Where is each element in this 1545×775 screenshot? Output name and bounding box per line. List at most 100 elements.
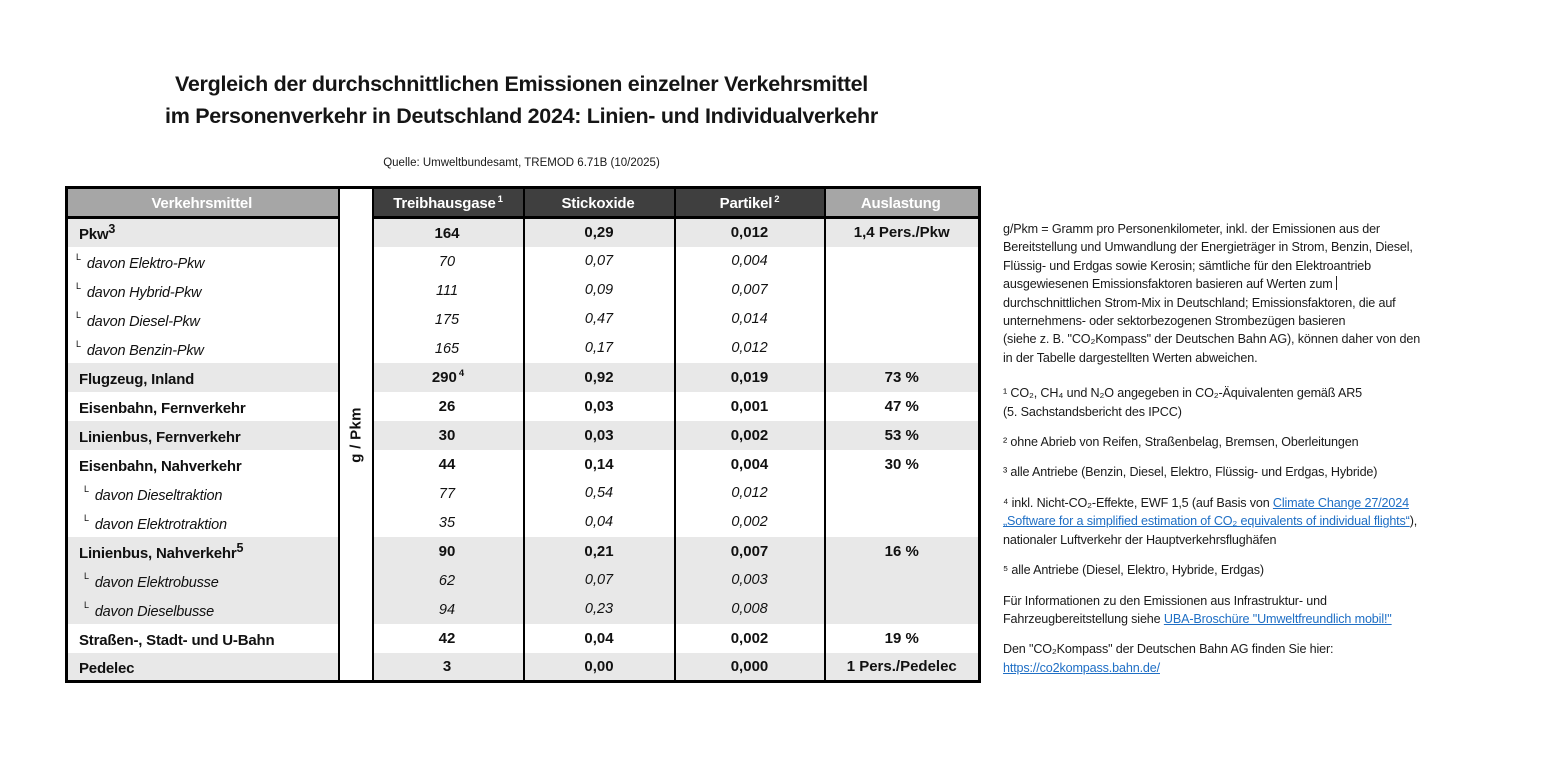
pm-cell: 0,014 (673, 304, 826, 334)
transport-label-cell: Linienbus, Fernverkehr (65, 420, 340, 450)
load-cell: 47 % (823, 391, 981, 421)
sub-item-marker: L (84, 513, 89, 524)
sub-item-marker: L (84, 571, 89, 582)
load-cell (823, 478, 981, 508)
emissions-table: Verkehrsmittel g / Pkm Treibhausgase 1 St… (65, 186, 981, 683)
pm-cell: 0,004 (673, 449, 826, 479)
transport-label-cell: Pedelec (65, 652, 340, 682)
co2kompass-info-link[interactable]: https://co2kompass.bahn.de/ (1003, 660, 1160, 675)
unit-label: g / Pkm (347, 406, 364, 463)
nox-cell: 0,04 (522, 623, 676, 653)
table-row-linienbus-fernverkehr: Linienbus, Fernverkehr 30 0,03 0,002 53 … (65, 420, 981, 450)
co2kompass-info-text: Den "CO₂Kompass" der Deutschen Bahn AG f… (1003, 642, 1334, 657)
pm-cell: 0,002 (673, 507, 826, 537)
nox-cell: 0,14 (522, 449, 676, 479)
nox-cell: 0,29 (522, 217, 676, 247)
footnote-1-text: ¹ CO₂, CH₄ und N₂O angegeben in CO₂-Äqui… (1003, 386, 1363, 419)
load-cell: 53 % (823, 420, 981, 450)
footnote-3: ³ alle Antriebe (Benzin, Diesel, Elektro… (1003, 463, 1523, 481)
pm-cell: 0,002 (673, 623, 826, 653)
nox-cell: 0,54 (522, 478, 676, 508)
nox-cell: 0,04 (522, 507, 676, 537)
source-line: Quelle: Umweltbundesamt, TREMOD 6.71B (1… (383, 157, 660, 169)
pm-cell: 0,012 (673, 217, 826, 247)
ghg-cell: 164 (371, 217, 525, 247)
infrastructure-info-text: Für Informationen zu den Emissionen aus … (1003, 593, 1327, 626)
ghg-cell: 26 (371, 391, 525, 421)
transport-label-cell: Pkw3 (65, 217, 340, 247)
table-row-eisenbahn-nahverkehr: Eisenbahn, Nahverkehr 44 0,14 0,004 30 % (65, 449, 981, 479)
ghg-cell: 3 (371, 652, 525, 682)
nox-cell: 0,09 (522, 275, 676, 305)
load-cell (823, 507, 981, 537)
table-row-linienbus-nahverkehr: Linienbus, Nahverkehr5 90 0,21 0,007 16 … (65, 536, 981, 566)
load-cell (823, 333, 981, 363)
pm-cell: 0,007 (673, 275, 826, 305)
ghg-cell: 70 (371, 246, 525, 276)
sub-item-marker: L (84, 600, 89, 611)
nox-cell: 0,00 (522, 652, 676, 682)
col-header-verkehrsmittel: Verkehrsmittel (65, 187, 340, 219)
pm-cell: 0,000 (673, 652, 826, 682)
nox-cell: 0,03 (522, 391, 676, 421)
pm-cell: 0,012 (673, 333, 826, 363)
nox-cell: 0,03 (522, 420, 676, 450)
ghg-cell: 290 4 (371, 362, 525, 392)
ghg-cell: 44 (371, 449, 525, 479)
table-row-pedelec: Pedelec 3 0,00 0,000 1 Pers./Pedelec (65, 652, 981, 682)
ghg-cell: 62 (371, 565, 525, 595)
col-header-treibhausgase: Treibhausgase 1 (371, 187, 525, 219)
load-cell (823, 246, 981, 276)
load-cell (823, 275, 981, 305)
nox-cell: 0,23 (522, 594, 676, 624)
footnote-1: ¹ CO₂, CH₄ und N₂O angegeben in CO₂-Äqui… (1003, 384, 1523, 421)
title-line-2: im Personenverkehr in Deutschland 2024: … (165, 104, 878, 128)
load-cell: 30 % (823, 449, 981, 479)
footnote-4: ⁴ inkl. Nicht-CO₂-Effekte, EWF 1,5 (auf … (1003, 494, 1523, 549)
footnote-4-link[interactable]: Climate Change 27/2024 „Software for a s… (1003, 495, 1410, 529)
pm-cell: 0,008 (673, 594, 826, 624)
text-cursor (1335, 276, 1338, 291)
pm-cell: 0,004 (673, 246, 826, 276)
pm-cell: 0,007 (673, 536, 826, 566)
nox-cell: 0,21 (522, 536, 676, 566)
footnote-4-text: ⁴ inkl. Nicht-CO₂-Effekte, EWF 1,5 (auf … (1003, 495, 1273, 510)
gpkm-definition-text: g/Pkm = Gramm pro Personenkilometer, ink… (1003, 222, 1413, 292)
page-title: Vergleich der durchschnittlichen Emissio… (65, 68, 978, 132)
notes-panel: g/Pkm = Gramm pro Personenkilometer, ink… (1003, 220, 1523, 689)
load-cell: 19 % (823, 623, 981, 653)
pm-cell: 0,001 (673, 391, 826, 421)
transport-label-cell: Eisenbahn, Fernverkehr (65, 391, 340, 421)
transport-label-cell: Flugzeug, Inland (65, 362, 340, 392)
infrastructure-info: Für Informationen zu den Emissionen aus … (1003, 592, 1523, 629)
sub-item-marker: L (76, 339, 81, 350)
nox-cell: 0,47 (522, 304, 676, 334)
ghg-cell: 165 (371, 333, 525, 363)
ghg-cell: 30 (371, 420, 525, 450)
load-cell (823, 565, 981, 595)
nox-cell: 0,07 (522, 246, 676, 276)
footnote-5-text: ⁵ alle Antriebe (Diesel, Elektro, Hybrid… (1003, 563, 1264, 578)
gpkm-definition: g/Pkm = Gramm pro Personenkilometer, ink… (1003, 220, 1523, 367)
transport-label-cell: Linienbus, Nahverkehr5 (65, 536, 340, 566)
ghg-cell: 111 (371, 275, 525, 305)
pm-cell: 0,003 (673, 565, 826, 595)
sub-item-marker: L (76, 310, 81, 321)
ghg-cell: 35 (371, 507, 525, 537)
nox-cell: 0,92 (522, 362, 676, 392)
ghg-cell: 90 (371, 536, 525, 566)
infrastructure-info-link[interactable]: UBA-Broschüre "Umweltfreundlich mobil!" (1163, 611, 1392, 626)
title-line-1: Vergleich der durchschnittlichen Emissio… (175, 72, 868, 96)
